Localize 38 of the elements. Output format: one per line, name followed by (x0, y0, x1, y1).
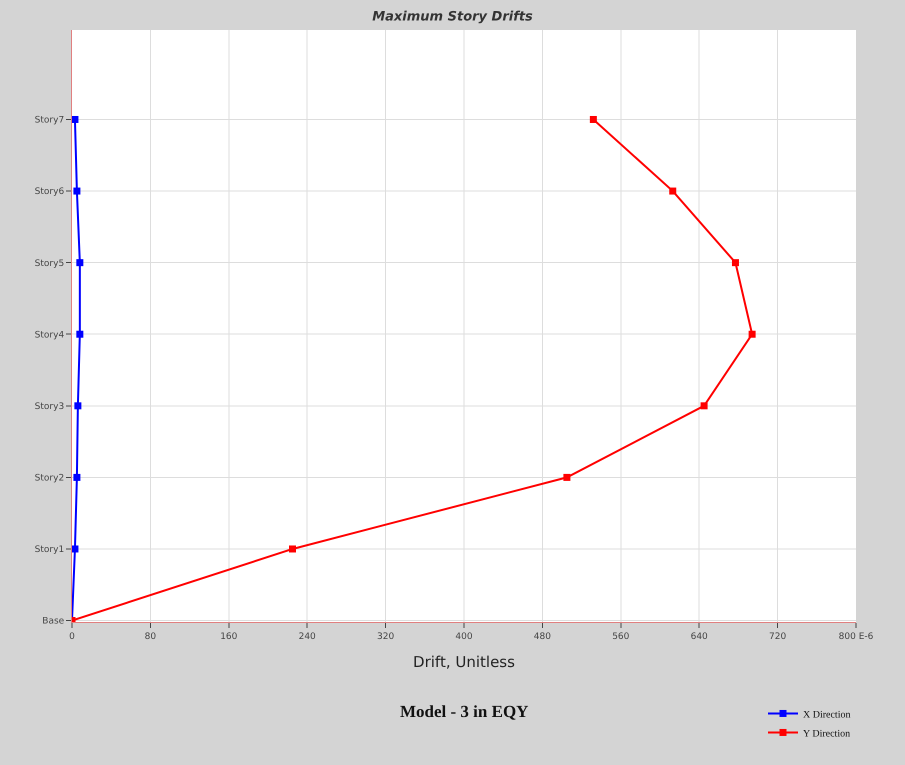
point (72, 116, 78, 123)
point (74, 402, 82, 410)
x-tick-label: 720 (769, 632, 786, 642)
text: Model - 3 in EQY (400, 702, 528, 721)
y-tick-label: Base (42, 616, 65, 627)
point (72, 545, 78, 552)
x-tick-label: 160 (220, 632, 238, 642)
x-tick-label: 480 (534, 632, 552, 642)
x-tick-label: 560 (612, 632, 630, 642)
y-tick-label: Story2 (34, 474, 64, 484)
y-tick-label: Story7 (34, 116, 64, 126)
point (73, 474, 80, 481)
y-tick-label: Story1 (34, 545, 64, 556)
point (700, 402, 708, 410)
x-axis-title: Drift, Unitless (413, 652, 516, 671)
x-tick-label: 0 (69, 632, 76, 642)
point (748, 330, 756, 338)
y-tick-label: Story6 (34, 187, 64, 198)
legend-label: Y Direction (803, 728, 850, 740)
point (732, 259, 739, 266)
y-tick-label: Story5 (34, 258, 64, 269)
y-tick-label: Story3 (34, 402, 64, 412)
y-tick-label: Story4 (34, 330, 64, 340)
chart-title: Maximum Story Drifts (372, 10, 534, 25)
legend-label: X Direction (803, 709, 850, 720)
point (73, 188, 80, 195)
point (76, 259, 84, 266)
point (669, 188, 676, 195)
point (590, 116, 597, 123)
point (76, 330, 84, 338)
x-tick-label: 800 E-6 (838, 632, 874, 642)
x-tick-label: 240 (298, 632, 316, 642)
point (563, 474, 570, 481)
x-tick-label: 640 (690, 632, 708, 642)
x-tick-label: 400 (455, 632, 473, 642)
point (289, 545, 296, 552)
x-tick-label: 320 (377, 632, 394, 642)
x-tick-label: 80 (144, 632, 156, 642)
